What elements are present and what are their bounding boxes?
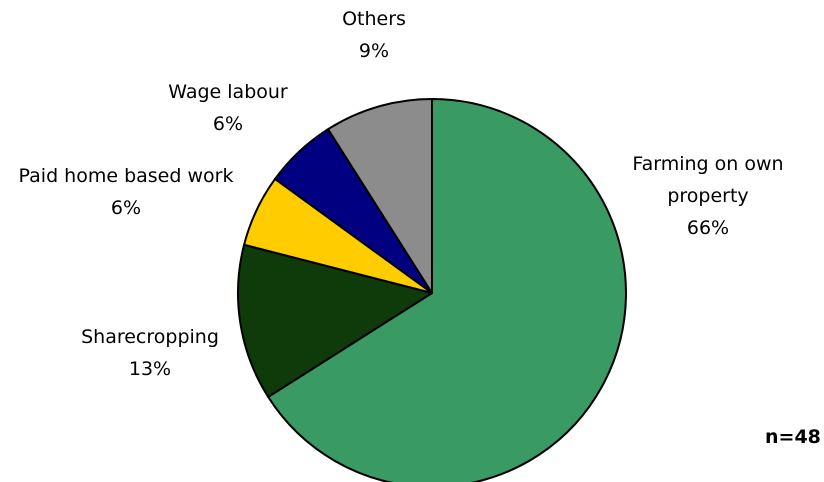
slice-label-farming-on-own-property: Farming on own property 66% xyxy=(608,148,808,244)
pie-slice-sharecropping xyxy=(237,243,433,398)
slice-percent-wage-labour: 6% xyxy=(212,113,244,135)
slice-label-wage-labour: Wage labour 6% xyxy=(128,76,328,140)
slice-label-others-line-1: Others xyxy=(342,8,406,30)
slice-label-wage-labour-line-1: Wage labour xyxy=(168,81,288,103)
sample-size-note: n=48 xyxy=(765,426,821,448)
slice-percent-farming: 66% xyxy=(686,217,730,239)
slice-percent-others: 9% xyxy=(358,40,390,62)
slice-label-farming-line-1: Farming on own xyxy=(632,153,784,175)
slice-percent-sharecropping: 13% xyxy=(128,358,172,380)
pie-slice-others xyxy=(327,98,433,294)
slice-label-paid-home-based-work: Paid home based work 6% xyxy=(0,160,252,224)
slice-label-farming-line-2: property xyxy=(667,185,749,207)
slice-percent-paid-home: 6% xyxy=(110,197,142,219)
slice-label-paid-home-line-1: Paid home based work xyxy=(18,165,234,187)
slice-label-sharecropping-line-1: Sharecropping xyxy=(81,326,219,348)
pie-slice-farming-on-own-property xyxy=(267,98,627,482)
slice-label-others: Others 9% xyxy=(274,3,474,67)
slice-label-sharecropping: Sharecropping 13% xyxy=(50,321,250,385)
